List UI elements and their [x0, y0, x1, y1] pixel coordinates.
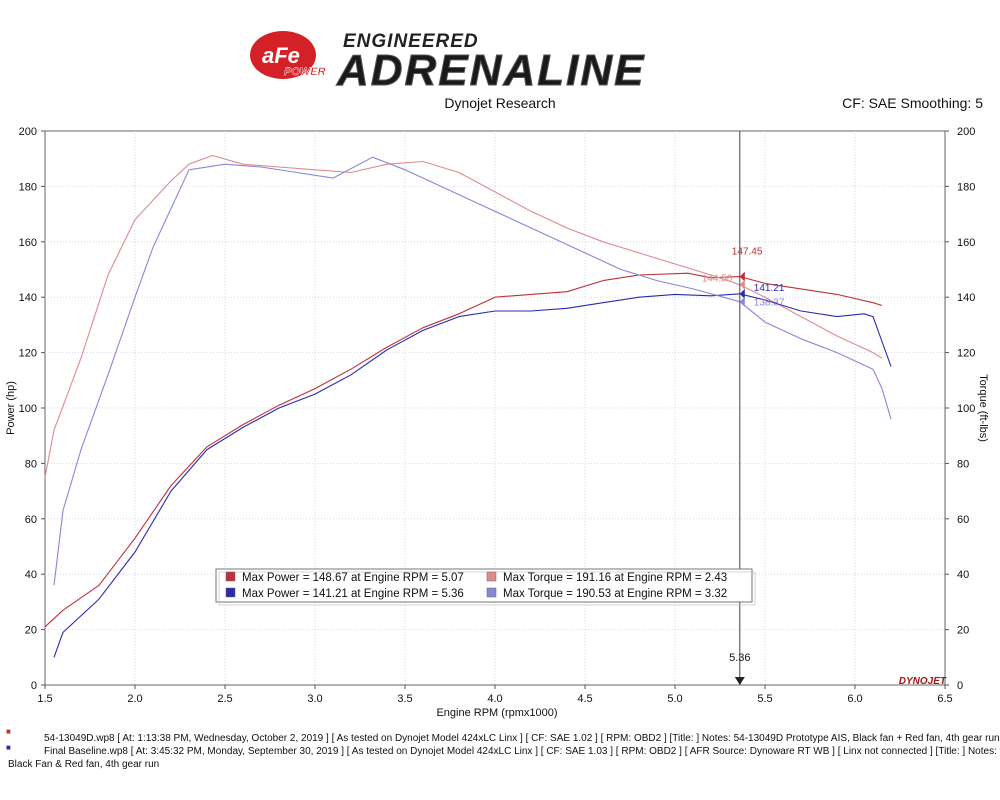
y-tick-label-right: 200	[957, 126, 975, 138]
y-tick-label-right: 40	[957, 569, 969, 581]
y-tick-label-left: 80	[25, 458, 37, 470]
legend-swatch-run1-torque	[486, 571, 497, 582]
legend-swatch-run1-power	[225, 571, 236, 582]
y-tick-label-right: 160	[957, 237, 975, 249]
y-tick-label-left: 140	[19, 292, 37, 304]
dynojet-watermark: DYNOJET	[899, 676, 947, 687]
cursor-value-1: 144.50	[702, 274, 733, 285]
x-tick-label: 4.0	[487, 693, 502, 705]
x-tick-label: 3.0	[307, 693, 322, 705]
y-tick-label-left: 0	[31, 680, 37, 692]
series-line-3	[53, 156, 892, 586]
x-tick-label: 1.5	[37, 693, 52, 705]
y-axis-label-right: Torque (ft-lbs)	[977, 374, 989, 442]
cursor-point-1	[739, 279, 745, 290]
x-tick-label: 4.5	[577, 693, 592, 705]
y-tick-label-left: 200	[19, 126, 37, 138]
x-tick-label: 6.0	[847, 693, 862, 705]
y-tick-label-left: 20	[25, 625, 37, 637]
logo-text: aFe	[262, 43, 300, 68]
y-tick-label-right: 60	[957, 514, 969, 526]
axis-ticks: 0 0 20 20 40 40 60 60 80 80 100 100 120 120 140 140 160 1…	[19, 126, 976, 705]
y-tick-label-left: 100	[19, 403, 37, 415]
legend-swatch-run2-power	[225, 587, 236, 598]
y-tick-label-right: 100	[957, 403, 975, 415]
y-tick-label-left: 160	[19, 237, 37, 249]
run1-marker: ■	[6, 727, 11, 736]
y-tick-label-right: 20	[957, 625, 969, 637]
y-axis-label-left: Power (hp)	[5, 381, 17, 435]
y-tick-label-right: 80	[957, 458, 969, 470]
y-tick-label-left: 120	[19, 348, 37, 360]
x-tick-label: 2.5	[217, 693, 232, 705]
y-tick-label-right: 180	[957, 181, 975, 193]
run2-marker: ■	[6, 743, 11, 752]
legend-run1-power: Max Power = 148.67 at Engine RPM = 5.07	[242, 572, 464, 584]
y-tick-label-left: 180	[19, 181, 37, 193]
chart-header-settings: CF: SAE Smoothing: 5	[842, 95, 983, 111]
legend: Max Power = 148.67 at Engine RPM = 5.07 …	[215, 568, 756, 606]
legend-run1-torque: Max Torque = 191.16 at Engine RPM = 2.43	[503, 572, 727, 584]
cursor-arrow	[734, 677, 745, 685]
footer-run2-cont: Black Fan & Red fan, 4th gear run	[8, 759, 160, 770]
legend-swatch-run2-torque	[486, 587, 497, 598]
grid	[45, 131, 945, 685]
cursor-value-2: 141.21	[754, 283, 785, 294]
footer-run1: 54-13049D.wp8 [ At: 1:13:38 PM, Wednesda…	[44, 733, 1000, 744]
tagline-top: ENGINEERED	[343, 31, 479, 52]
series-line-0	[44, 272, 883, 628]
y-tick-label-left: 40	[25, 569, 37, 581]
cursor-value-3: 138.37	[754, 298, 785, 309]
cursor-point-0	[739, 271, 745, 282]
x-axis-label: Engine RPM (rpmx1000)	[436, 707, 557, 719]
footer-run2: Final Baseline.wp8 [ At: 3:45:32 PM, Mon…	[44, 746, 1000, 757]
afe-power-logo: aFe POWER	[250, 31, 326, 79]
x-tick-label: 5.5	[757, 693, 772, 705]
y-tick-label-right: 120	[957, 348, 975, 360]
logo-sub: POWER	[284, 66, 326, 78]
x-tick-label: 2.0	[127, 693, 142, 705]
legend-run2-power: Max Power = 141.21 at Engine RPM = 5.36	[242, 588, 464, 600]
chart-header-title: Dynojet Research	[444, 95, 555, 111]
cursor-point-2	[739, 288, 745, 299]
cursor-value-0: 147.45	[732, 247, 763, 258]
x-tick-label: 3.5	[397, 693, 412, 705]
x-tick-label: 5.0	[667, 693, 682, 705]
legend-run2-torque: Max Torque = 190.53 at Engine RPM = 3.32	[503, 588, 727, 600]
y-tick-label-right: 0	[957, 680, 963, 692]
cursor-point-3	[739, 296, 745, 307]
series-line-2	[53, 293, 892, 658]
adrenaline-banner: ENGINEERED ADRENALINE	[336, 31, 645, 96]
tagline-main: ADRENALINE	[336, 46, 645, 95]
cursor-layer: 5.36 147.45 144.50 141.21 138.37	[702, 131, 785, 685]
x-tick-label: 6.5	[937, 693, 952, 705]
y-tick-label-left: 60	[25, 514, 37, 526]
cursor-label: 5.36	[729, 652, 750, 664]
y-tick-label-right: 140	[957, 292, 975, 304]
